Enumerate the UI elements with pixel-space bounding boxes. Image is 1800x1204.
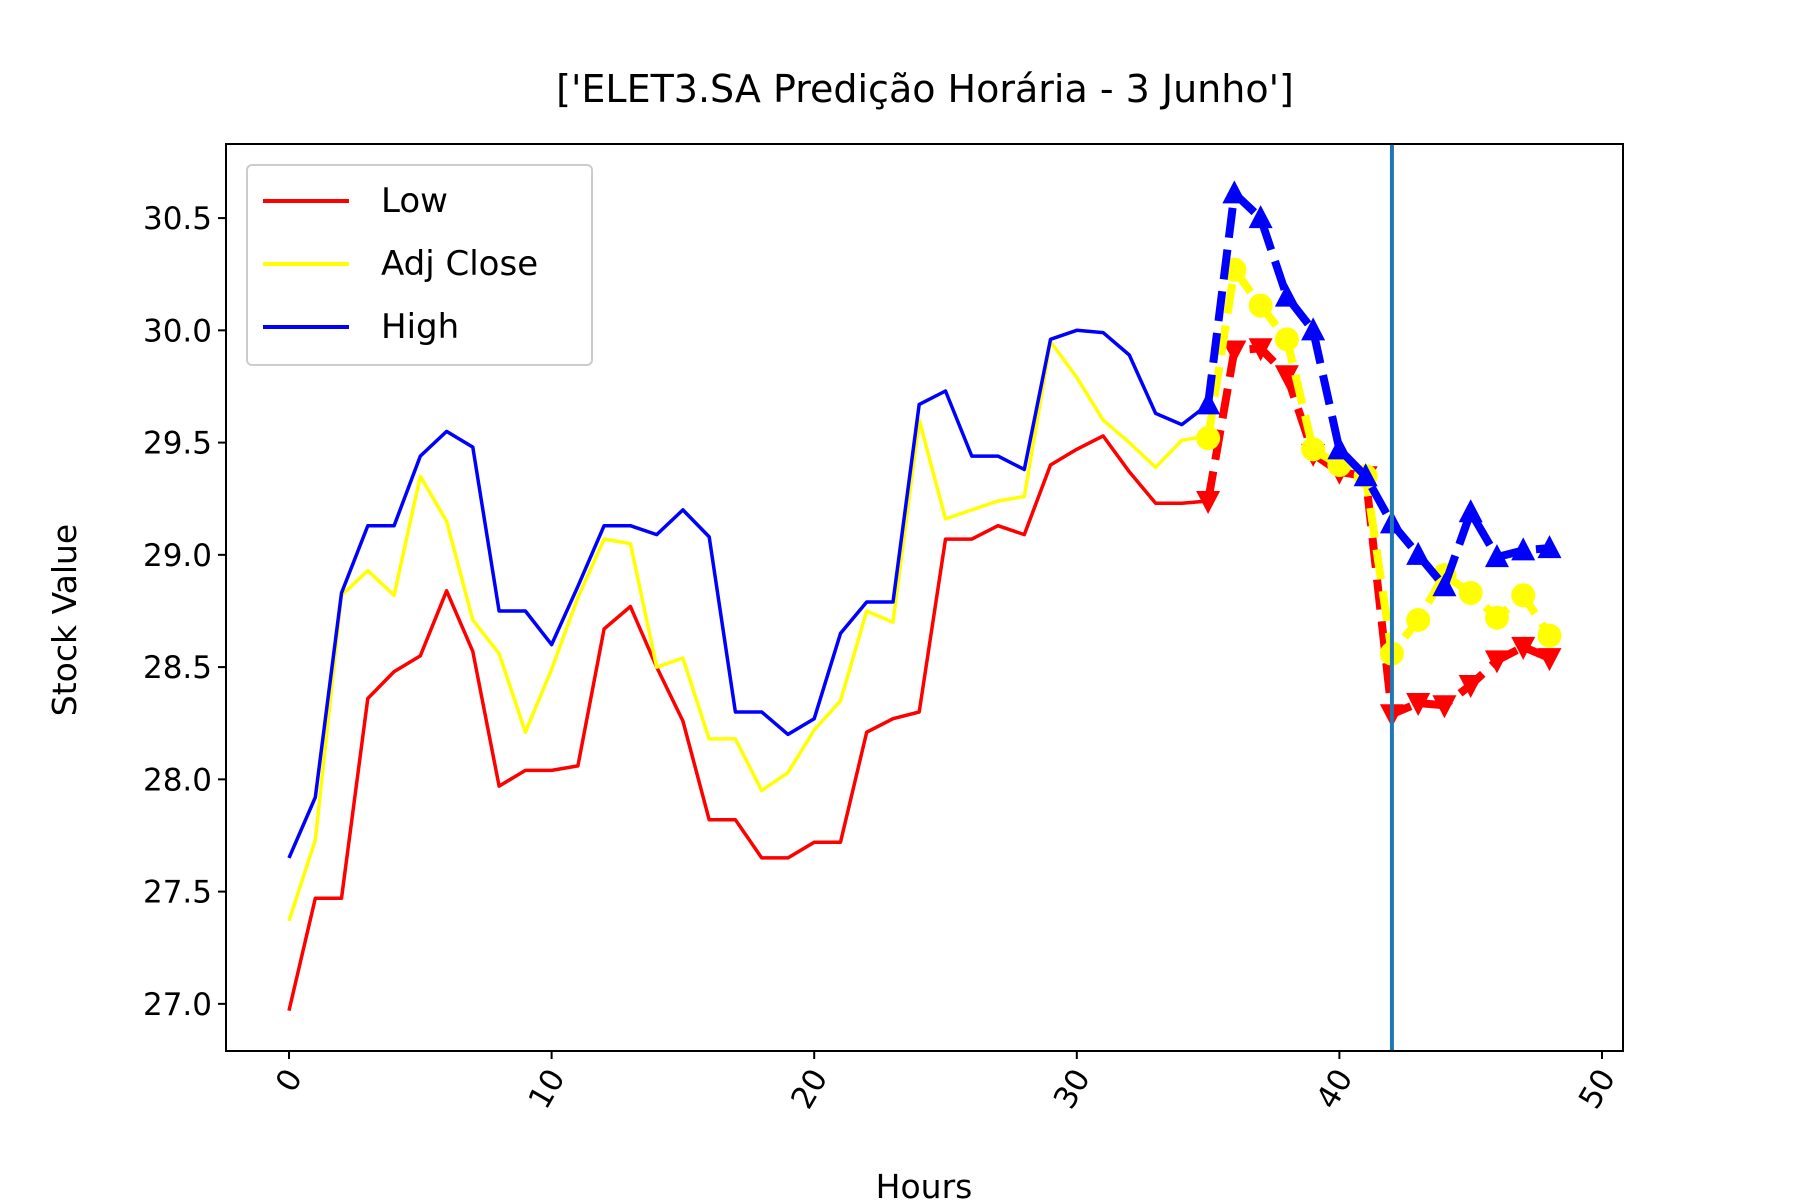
prediction-marker-high — [1301, 317, 1326, 341]
prediction-marker-low — [1484, 650, 1509, 674]
prediction-marker-high — [1511, 537, 1536, 561]
y-tick-label: 30.0 — [143, 313, 212, 349]
legend-label-high: High — [381, 307, 459, 347]
y-tick-label: 29.5 — [143, 426, 212, 462]
y-tick-label: 27.0 — [143, 987, 212, 1023]
y-axis-label: Stock Value — [45, 524, 84, 716]
prediction-marker-low — [1511, 636, 1536, 660]
y-tick-label: 30.5 — [143, 201, 212, 237]
prediction-marker-high — [1327, 436, 1352, 460]
prediction-marker-low — [1274, 365, 1299, 389]
y-tick-label: 28.5 — [143, 650, 212, 686]
prediction-line-high — [1204, 189, 1550, 591]
prediction-marker-high — [1484, 544, 1509, 568]
prediction-marker-high — [1274, 283, 1299, 307]
prediction-marker-low — [1458, 675, 1483, 699]
prediction-marker-adj-close — [1511, 583, 1536, 608]
prediction-marker-high — [1537, 535, 1562, 559]
prediction-marker-high — [1222, 180, 1247, 204]
y-tick-label: 29.0 — [143, 538, 212, 574]
prediction-marker-low — [1248, 338, 1273, 362]
prediction-marker-adj-close — [1196, 426, 1221, 451]
prediction-marker-adj-close — [1248, 293, 1273, 318]
prediction-marker-adj-close — [1537, 623, 1562, 648]
legend-label-adj-close: Adj Close — [381, 244, 538, 284]
prediction-marker-high — [1458, 499, 1483, 523]
chart-title: ['ELET3.SA Predição Horária - 3 Junho'] — [556, 67, 1294, 111]
prediction-marker-adj-close — [1301, 437, 1326, 462]
prediction-marker-adj-close — [1484, 605, 1509, 630]
prediction-marker-low — [1196, 490, 1221, 514]
prediction-marker-low — [1406, 693, 1431, 717]
y-tick-label: 27.5 — [143, 875, 212, 911]
series-line-high — [287, 328, 1210, 859]
prediction-marker-low — [1222, 340, 1247, 364]
prediction-marker-high — [1406, 541, 1431, 565]
prediction-marker-high — [1353, 463, 1378, 487]
prediction-marker-high — [1432, 573, 1457, 597]
series-line-low — [287, 434, 1209, 1011]
y-tick-label: 28.0 — [143, 762, 212, 798]
legend-label-low: Low — [381, 181, 448, 221]
legend: Low Adj Close High — [246, 164, 593, 366]
plot-frame — [225, 143, 1624, 1052]
prediction-marker-adj-close — [1458, 581, 1483, 606]
prediction-marker-adj-close — [1406, 607, 1431, 632]
prediction-marker-low — [1432, 695, 1457, 719]
prediction-marker-high — [1248, 205, 1273, 229]
prediction-marker-low — [1537, 648, 1562, 672]
prediction-marker-high — [1196, 391, 1221, 415]
plot-area — [287, 144, 1562, 1051]
series-line-adj-close — [287, 339, 1209, 922]
x-axis-label: Hours — [876, 1167, 973, 1200]
legend-box — [246, 164, 593, 366]
prediction-marker-adj-close — [1274, 327, 1299, 352]
